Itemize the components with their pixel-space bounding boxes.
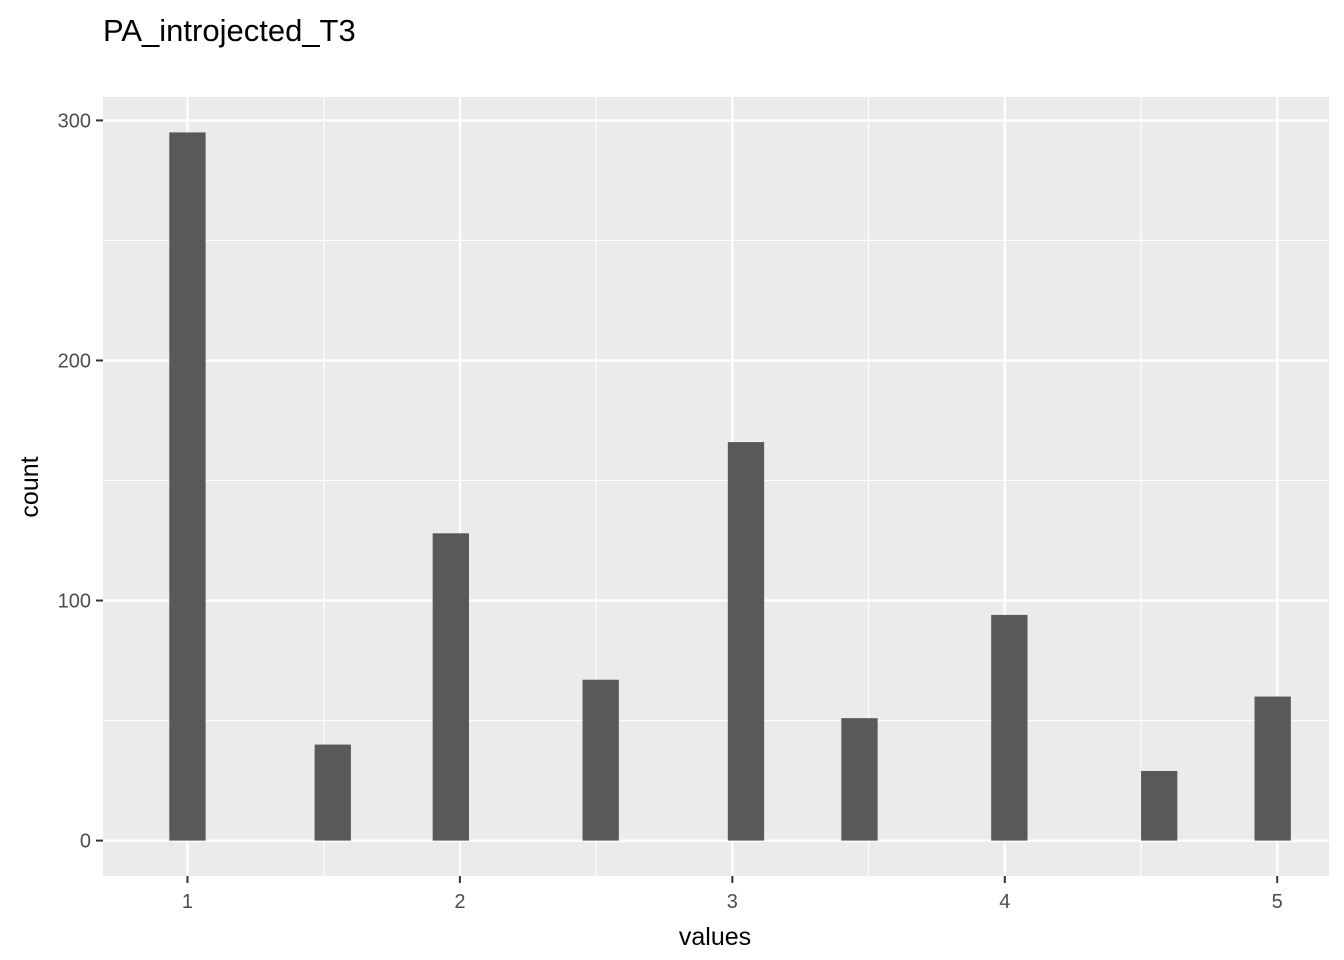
- bar: [1141, 770, 1178, 841]
- y-tick-label: 300: [58, 110, 91, 132]
- bar: [314, 744, 351, 841]
- y-tick-label: 200: [58, 350, 91, 372]
- x-tick-label: 3: [727, 891, 738, 913]
- plot-panel: [103, 97, 1329, 876]
- x-tick-label: 5: [1272, 891, 1283, 913]
- bar: [432, 533, 469, 841]
- x-tick-label: 4: [999, 891, 1010, 913]
- minor-gridlines: [103, 97, 1329, 876]
- y-tick-label: 100: [58, 591, 91, 613]
- bar: [1254, 696, 1291, 841]
- bar: [582, 679, 619, 841]
- bars: [169, 132, 1291, 841]
- bar: [991, 614, 1028, 841]
- x-tick-label: 1: [182, 891, 193, 913]
- x-axis-title: values: [679, 923, 751, 951]
- y-axis: 0 100 200 300: [58, 110, 103, 853]
- chart-title: PA_introjected_T3: [103, 13, 356, 48]
- y-axis-title: count: [16, 456, 44, 517]
- x-axis: 1 2 3 4 5: [182, 876, 1283, 913]
- bar: [727, 442, 765, 841]
- x-tick-label: 2: [454, 891, 465, 913]
- bar: [169, 132, 206, 841]
- bar: [841, 718, 878, 841]
- y-tick-label: 0: [80, 831, 91, 853]
